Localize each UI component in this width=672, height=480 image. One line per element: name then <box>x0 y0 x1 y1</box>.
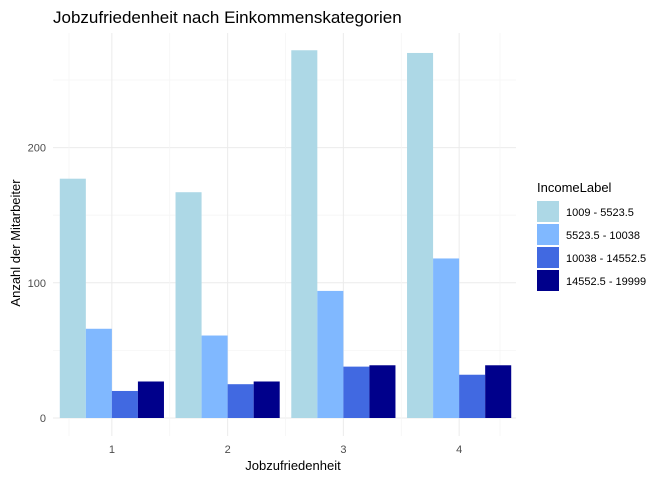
bar <box>317 290 344 418</box>
bar <box>175 192 202 418</box>
legend-items: 1009 - 5523.5 5523.5 - 10038 10038 - 14552… <box>537 201 646 291</box>
legend-swatch <box>537 247 559 268</box>
bars <box>59 50 512 419</box>
bar <box>253 381 280 418</box>
bar <box>369 365 396 418</box>
y-tick-labels: 0 100 200 <box>28 143 46 425</box>
bar <box>291 50 318 418</box>
bar <box>137 381 164 418</box>
legend-swatch <box>537 201 559 222</box>
y-tick-label: 100 <box>28 278 46 290</box>
bar <box>433 258 460 418</box>
legend-title: IncomeLabel <box>537 180 612 195</box>
x-tick-labels: 1 2 3 4 <box>109 444 462 456</box>
legend-swatch <box>537 270 559 291</box>
y-tick-label: 0 <box>40 413 46 425</box>
bar <box>343 366 370 418</box>
bar <box>485 365 512 418</box>
x-tick-label: 2 <box>225 444 231 456</box>
chart-title: Jobzufriedenheit nach Einkommenskategori… <box>53 8 402 27</box>
legend-label: 14552.5 - 19999 <box>566 276 646 288</box>
bar <box>459 374 486 418</box>
bar <box>111 390 138 418</box>
x-tick-label: 4 <box>456 444 462 456</box>
bar <box>227 384 254 418</box>
bar <box>85 328 112 418</box>
legend-label: 5523.5 - 10038 <box>566 230 640 242</box>
legend-label: 10038 - 14552.5 <box>566 253 646 265</box>
x-tick-label: 3 <box>340 444 346 456</box>
y-tick-label: 200 <box>28 143 46 155</box>
bar <box>59 178 86 418</box>
x-tick-label: 1 <box>109 444 115 456</box>
legend-swatch <box>537 224 559 245</box>
legend-label: 1009 - 5523.5 <box>566 207 634 219</box>
bar <box>201 335 228 418</box>
y-axis-label: Anzahl der Mitarbeiter <box>8 179 23 307</box>
x-axis-label: Jobzufriedenheit <box>245 458 341 473</box>
bar <box>407 52 434 419</box>
